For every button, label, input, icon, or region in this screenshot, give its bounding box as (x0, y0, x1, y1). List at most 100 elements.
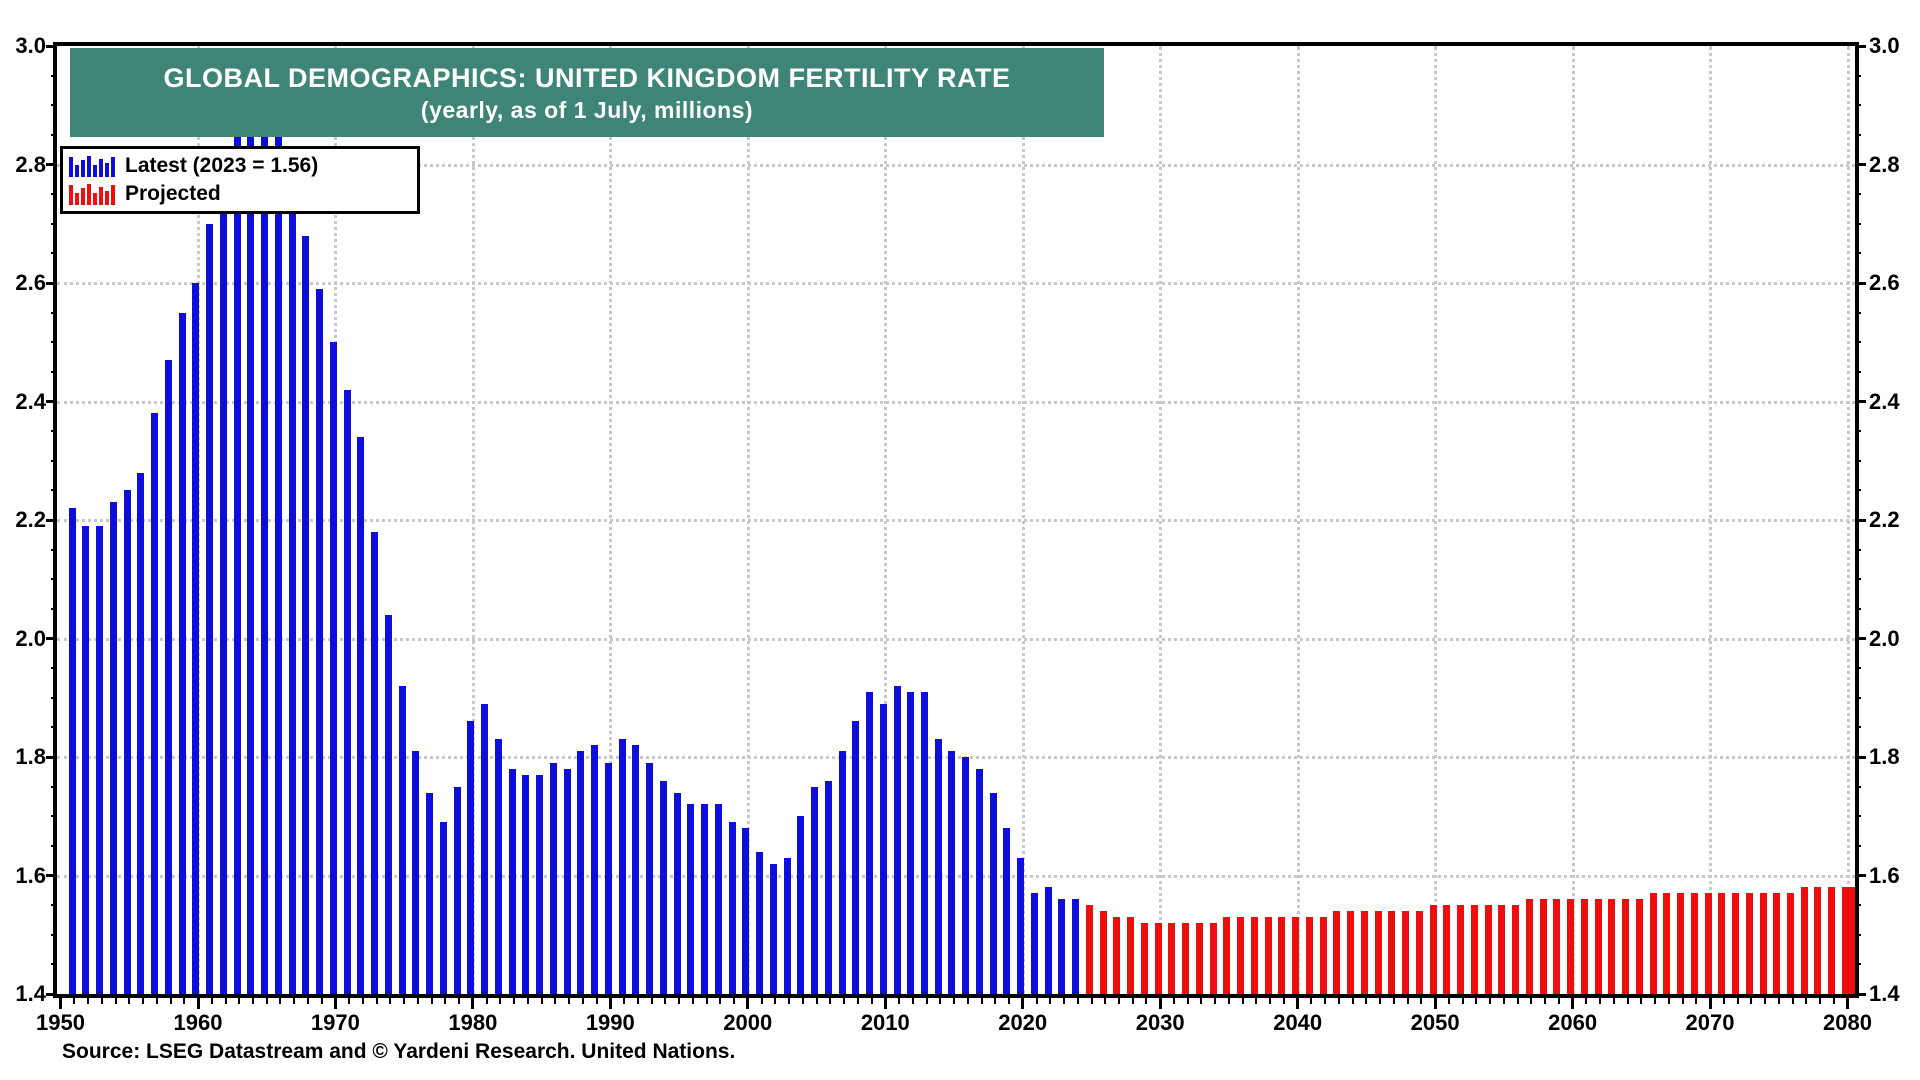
bar-2057 (1539, 899, 1547, 994)
bar-2006 (838, 751, 846, 994)
y-axis-label-left-2.6: 2.6 (15, 270, 46, 295)
x-axis-label-2060: 2060 (1548, 1010, 1598, 1035)
x-minor-tick (1791, 998, 1794, 1004)
bar-1996 (701, 804, 708, 994)
x-minor-tick (1626, 998, 1629, 1004)
y-minor-tick (1855, 252, 1861, 255)
y-axis-label-left-1.8: 1.8 (15, 744, 46, 769)
x-axis-label-2050: 2050 (1410, 1010, 1460, 1035)
bar-1964 (261, 99, 269, 994)
y-minor-tick (1855, 193, 1861, 196)
x-minor-tick (1447, 998, 1450, 1004)
bar-1999 (742, 828, 750, 994)
bar-1960 (206, 223, 214, 994)
y-minor-tick (51, 489, 57, 492)
bar-2015 (962, 757, 970, 994)
x-axis-label-2030: 2030 (1135, 1010, 1185, 1035)
bar-chart-glyph-blue-icon (69, 156, 115, 177)
x-minor-tick (128, 998, 131, 1004)
x-tick-2070 (1708, 998, 1712, 1009)
bar-2002 (783, 857, 791, 994)
bar-2051 (1457, 905, 1464, 994)
legend-label-latest: Latest (2023 = 1.56) (125, 154, 319, 177)
x-minor-tick (774, 998, 777, 1004)
y-axis-label-left-2.4: 2.4 (15, 388, 46, 414)
bar-2020 (1030, 893, 1038, 994)
x-minor-tick (238, 998, 241, 1004)
y-minor-tick (1855, 489, 1861, 492)
bar-2000 (756, 851, 763, 994)
x-minor-tick (1118, 998, 1120, 1004)
y-tick-left-2.8 (46, 163, 57, 166)
bar-1974 (398, 685, 406, 994)
x-minor-tick (678, 998, 681, 1004)
x-minor-tick (1406, 998, 1409, 1004)
y-axis-label-right-2.8: 2.8 (1869, 151, 1900, 177)
y-minor-tick (1855, 933, 1861, 936)
y-minor-tick (1855, 726, 1861, 729)
bar-2064 (1635, 899, 1643, 994)
y-tick-right-1.4 (1855, 992, 1866, 996)
bar-2011 (907, 691, 915, 994)
bar-2024 (1085, 905, 1093, 994)
y-axis-label-left-2.0: 2.0 (15, 625, 46, 651)
y-axis-label-right-2.6: 2.6 (1869, 270, 1900, 295)
bar-1956 (151, 413, 159, 994)
bar-1986 (563, 768, 571, 994)
x-minor-tick (1516, 998, 1519, 1004)
x-minor-tick (100, 998, 103, 1004)
legend-box: Latest (2023 = 1.56) Projected (60, 146, 420, 214)
bar-1977 (439, 822, 447, 994)
x-minor-tick (1392, 998, 1395, 1004)
x-minor-tick (1722, 998, 1725, 1004)
x-tick-2030 (1158, 998, 1162, 1009)
y-minor-tick (51, 430, 57, 433)
x-minor-tick (1269, 998, 1272, 1004)
y-axis-label-right-2.2: 2.2 (1869, 507, 1900, 532)
bar-1959 (192, 283, 200, 994)
bar-1965 (274, 134, 282, 994)
bar-1978 (453, 786, 461, 994)
bar-1985 (549, 762, 557, 994)
x-minor-tick (1324, 998, 1327, 1004)
x-minor-tick (1654, 998, 1657, 1004)
y-minor-tick (1855, 963, 1861, 966)
x-minor-tick (1461, 998, 1464, 1004)
y-minor-tick (51, 963, 57, 966)
chart-subtitle: (yearly, as of 1 July, millions) (420, 96, 754, 123)
bar-2031 (1182, 922, 1190, 994)
y-axis-label-left-2.8: 2.8 (15, 151, 46, 177)
gridline-h-2.2 (57, 519, 1855, 522)
bar-2007 (852, 721, 860, 994)
gridline-h-2.0 (57, 637, 1855, 641)
bar-1982 (508, 768, 516, 994)
y-minor-tick (1855, 341, 1861, 344)
bar-1990 (618, 739, 626, 994)
x-minor-tick (939, 998, 942, 1004)
x-minor-tick (705, 998, 708, 1004)
x-minor-tick (169, 998, 172, 1004)
x-minor-tick (1420, 998, 1423, 1004)
x-minor-tick (279, 998, 282, 1004)
x-minor-tick (1035, 998, 1038, 1004)
x-minor-tick (1255, 998, 1258, 1004)
y-tick-right-2.8 (1855, 163, 1866, 166)
x-minor-tick (540, 998, 543, 1004)
bar-2009 (879, 703, 887, 994)
x-minor-tick (1805, 998, 1808, 1004)
x-axis-label-1960: 1960 (173, 1010, 223, 1035)
x-minor-tick (87, 998, 89, 1004)
bar-1979 (467, 721, 475, 994)
y-tick-left-1.6 (46, 874, 57, 877)
bar-1957 (164, 360, 172, 994)
bar-2050 (1443, 905, 1451, 994)
bar-2022 (1058, 899, 1066, 994)
bar-2045 (1374, 911, 1382, 994)
bar-1980 (481, 703, 489, 994)
y-minor-tick (51, 548, 57, 551)
y-minor-tick (51, 785, 57, 788)
x-tick-1980 (471, 998, 475, 1009)
bar-2001 (769, 863, 777, 994)
x-minor-tick (1379, 998, 1382, 1004)
x-minor-tick (1736, 998, 1739, 1004)
